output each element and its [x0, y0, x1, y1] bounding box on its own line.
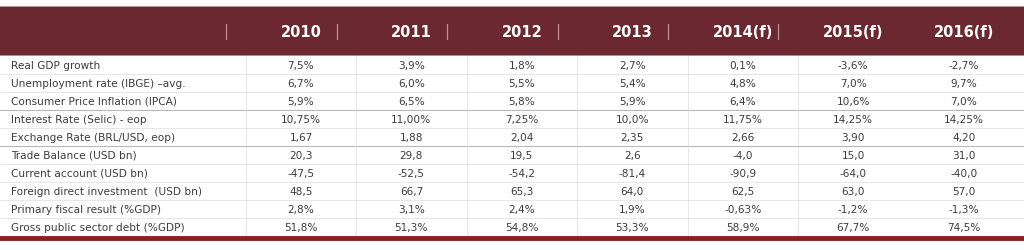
Text: 5,9%: 5,9%	[618, 96, 646, 106]
Text: 5,4%: 5,4%	[618, 78, 646, 88]
Text: 6,0%: 6,0%	[398, 78, 425, 88]
Text: 2010: 2010	[281, 24, 322, 39]
Text: Foreign direct investment  (USD bn): Foreign direct investment (USD bn)	[11, 186, 203, 196]
Text: 5,9%: 5,9%	[288, 96, 314, 106]
Text: -81,4: -81,4	[618, 168, 646, 178]
Text: 2,04: 2,04	[510, 132, 534, 142]
Text: 6,7%: 6,7%	[288, 78, 314, 88]
Text: 2012: 2012	[502, 24, 543, 39]
Text: Primary fiscal result (%GDP): Primary fiscal result (%GDP)	[11, 204, 161, 214]
Text: 63,0: 63,0	[842, 186, 865, 196]
Text: 74,5%: 74,5%	[947, 222, 980, 232]
Text: 3,9%: 3,9%	[398, 60, 425, 70]
Text: 4,20: 4,20	[952, 132, 975, 142]
Text: Real GDP growth: Real GDP growth	[11, 60, 100, 70]
Text: 5,5%: 5,5%	[509, 78, 536, 88]
Text: |: |	[334, 24, 339, 40]
Text: 2013: 2013	[612, 24, 652, 39]
Text: 1,88: 1,88	[399, 132, 423, 142]
Text: 14,25%: 14,25%	[944, 114, 984, 124]
Text: 64,0: 64,0	[621, 186, 644, 196]
Text: Current account (USD bn): Current account (USD bn)	[11, 168, 148, 178]
Text: 14,25%: 14,25%	[834, 114, 873, 124]
Text: 1,9%: 1,9%	[618, 204, 646, 214]
FancyBboxPatch shape	[0, 8, 1024, 56]
Text: 7,25%: 7,25%	[505, 114, 539, 124]
Text: 15,0: 15,0	[842, 150, 865, 160]
Text: 2,4%: 2,4%	[509, 204, 536, 214]
Text: -52,5: -52,5	[398, 168, 425, 178]
Text: -3,6%: -3,6%	[838, 60, 868, 70]
Text: 2,66: 2,66	[731, 132, 755, 142]
Text: 2,35: 2,35	[621, 132, 644, 142]
Text: 7,0%: 7,0%	[840, 78, 866, 88]
Text: 7,0%: 7,0%	[950, 96, 977, 106]
Text: |: |	[775, 24, 780, 40]
Text: 62,5: 62,5	[731, 186, 755, 196]
Text: |: |	[666, 24, 670, 40]
Text: |: |	[223, 24, 228, 40]
Text: 10,75%: 10,75%	[281, 114, 322, 124]
Text: Interest Rate (Selic) - eop: Interest Rate (Selic) - eop	[11, 114, 146, 124]
Text: 19,5: 19,5	[510, 150, 534, 160]
Text: 65,3: 65,3	[510, 186, 534, 196]
Text: 10,0%: 10,0%	[615, 114, 649, 124]
Text: -0,63%: -0,63%	[724, 204, 762, 214]
Text: 4,8%: 4,8%	[729, 78, 756, 88]
Text: 1,67: 1,67	[290, 132, 312, 142]
Text: 3,1%: 3,1%	[398, 204, 425, 214]
Text: 2,7%: 2,7%	[618, 60, 646, 70]
Text: |: |	[555, 24, 560, 40]
Text: -47,5: -47,5	[288, 168, 314, 178]
Text: Trade Balance (USD bn): Trade Balance (USD bn)	[11, 150, 137, 160]
Text: 48,5: 48,5	[290, 186, 312, 196]
Text: -64,0: -64,0	[840, 168, 866, 178]
Text: 6,4%: 6,4%	[729, 96, 756, 106]
Text: 54,8%: 54,8%	[505, 222, 539, 232]
Text: 11,00%: 11,00%	[391, 114, 431, 124]
Text: 6,5%: 6,5%	[398, 96, 425, 106]
Text: 51,3%: 51,3%	[394, 222, 428, 232]
Text: 31,0: 31,0	[952, 150, 976, 160]
Text: -1,2%: -1,2%	[838, 204, 868, 214]
Text: -4,0: -4,0	[732, 150, 753, 160]
Text: 5,8%: 5,8%	[509, 96, 536, 106]
Text: 3,90: 3,90	[842, 132, 865, 142]
Text: Consumer Price Inflation (IPCA): Consumer Price Inflation (IPCA)	[11, 96, 177, 106]
Text: 11,75%: 11,75%	[723, 114, 763, 124]
Text: 20,3: 20,3	[289, 150, 312, 160]
Text: 10,6%: 10,6%	[837, 96, 870, 106]
Text: 2016(f): 2016(f)	[934, 24, 994, 39]
Text: 1,8%: 1,8%	[509, 60, 536, 70]
Text: 57,0: 57,0	[952, 186, 975, 196]
Text: 58,9%: 58,9%	[726, 222, 760, 232]
Text: -40,0: -40,0	[950, 168, 977, 178]
Text: 67,7%: 67,7%	[837, 222, 870, 232]
Text: Gross public sector debt (%GDP): Gross public sector debt (%GDP)	[11, 222, 185, 232]
Text: -1,3%: -1,3%	[948, 204, 979, 214]
Text: 2,6: 2,6	[624, 150, 641, 160]
Text: 29,8: 29,8	[399, 150, 423, 160]
Text: 2015(f): 2015(f)	[823, 24, 884, 39]
Text: 2,8%: 2,8%	[288, 204, 314, 214]
Text: 53,3%: 53,3%	[615, 222, 649, 232]
Text: 51,8%: 51,8%	[285, 222, 317, 232]
Text: Exchange Rate (BRL/USD, eop): Exchange Rate (BRL/USD, eop)	[11, 132, 175, 142]
Text: |: |	[444, 24, 450, 40]
Text: 9,7%: 9,7%	[950, 78, 977, 88]
Text: 7,5%: 7,5%	[288, 60, 314, 70]
Text: -90,9: -90,9	[729, 168, 757, 178]
Text: -2,7%: -2,7%	[948, 60, 979, 70]
Text: 66,7: 66,7	[399, 186, 423, 196]
Text: 0,1%: 0,1%	[729, 60, 756, 70]
Text: 2011: 2011	[391, 24, 432, 39]
Text: Unemployment rate (IBGE) –avg.: Unemployment rate (IBGE) –avg.	[11, 78, 186, 88]
Text: 2014(f): 2014(f)	[713, 24, 773, 39]
Text: -54,2: -54,2	[508, 168, 536, 178]
